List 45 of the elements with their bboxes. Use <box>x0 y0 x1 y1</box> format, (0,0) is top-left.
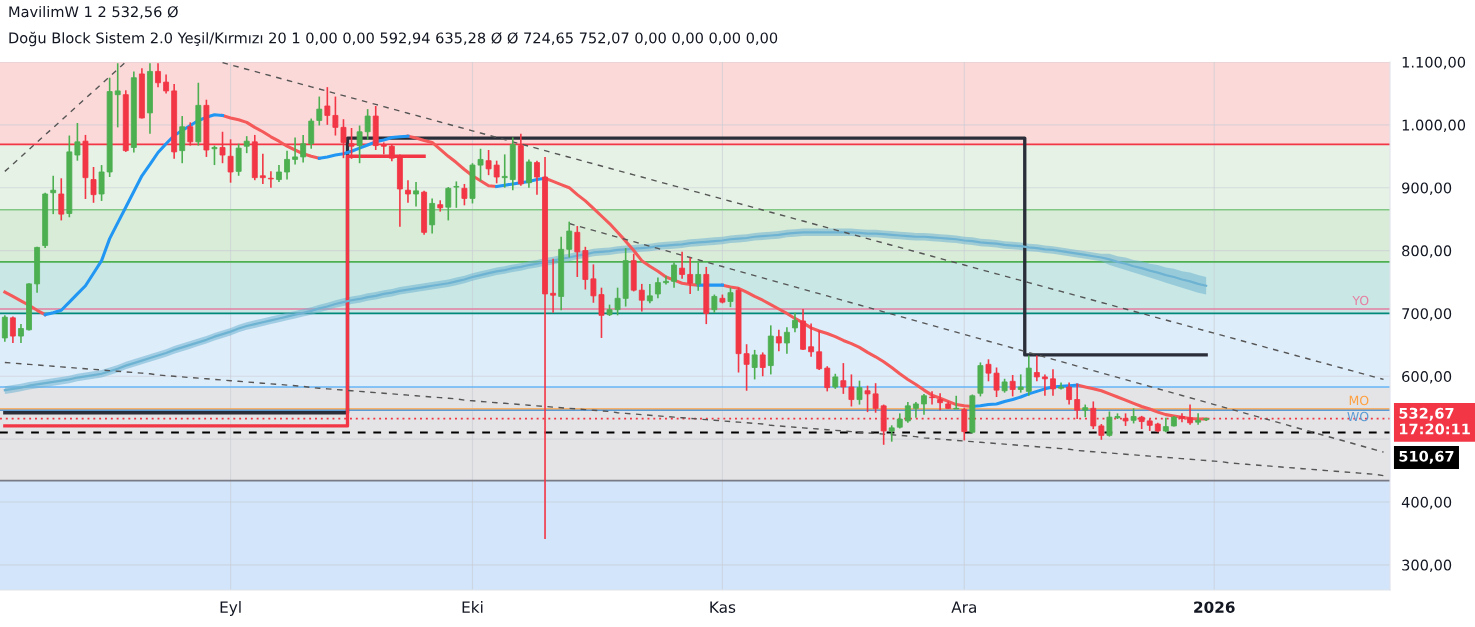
x-tick-label: Ara <box>951 601 976 613</box>
candlestick <box>50 175 57 215</box>
candlestick <box>413 182 419 207</box>
ref-line-label: 510,67 <box>1399 450 1454 464</box>
chart-subtitle: Doğu Block Sistem 2.0 Yeşil/Kırmızı 20 1 0,00 0,00 592,94 635,28 Ø Ø 724,65 752,07 0,00 0,00 0,00 0,00 <box>9 31 778 47</box>
x-tick-label: Eyl <box>220 601 241 616</box>
ref-line-label: MO <box>1349 395 1369 406</box>
ref-line-label: 532,67 17:20:11 <box>1399 407 1470 435</box>
candlestick <box>1033 355 1040 382</box>
y-tick-label: 700,00 <box>1402 308 1452 321</box>
candlestick <box>679 251 686 279</box>
y-tick-label: 600,00 <box>1402 371 1452 384</box>
line-series <box>568 222 1385 453</box>
candlestick <box>292 137 299 165</box>
candlestick <box>888 425 895 442</box>
line-series <box>4 62 127 173</box>
x-tick-label: 2026 <box>1194 601 1235 613</box>
candlestick <box>405 180 411 203</box>
x-tick-label: Kas <box>710 601 736 613</box>
line-series <box>4 361 1385 477</box>
x-tick-label: Eki <box>462 601 483 613</box>
y-tick-label: 300,00 <box>1402 559 1452 573</box>
candlestick <box>808 323 815 357</box>
candlestick <box>929 391 935 405</box>
candlestick <box>937 393 944 411</box>
candlestick <box>501 154 508 188</box>
candlestick <box>953 395 960 410</box>
candlestick <box>267 171 274 188</box>
y-tick-label: 900,00 <box>1402 182 1452 195</box>
y-tick-label: 1.100,00 <box>1402 56 1466 70</box>
y-tick-label: 1.000,00 <box>1402 119 1466 133</box>
line-series <box>221 62 1385 381</box>
candlestick <box>663 275 669 285</box>
ref-line-label: YO <box>1352 295 1369 306</box>
candlestick <box>1195 413 1202 425</box>
candlestick <box>114 63 121 128</box>
candlestick <box>1042 374 1048 396</box>
candlestick <box>259 153 266 184</box>
chart-title: MavilimW 1 2 532,56 Ø <box>9 5 178 19</box>
y-tick-label: 800,00 <box>1402 245 1452 258</box>
y-tick-label: 400,00 <box>1401 496 1452 510</box>
candlestick <box>550 258 557 313</box>
candlestick <box>1017 374 1024 393</box>
candlestick <box>687 257 694 294</box>
ref-line-label: WO <box>1347 411 1369 422</box>
